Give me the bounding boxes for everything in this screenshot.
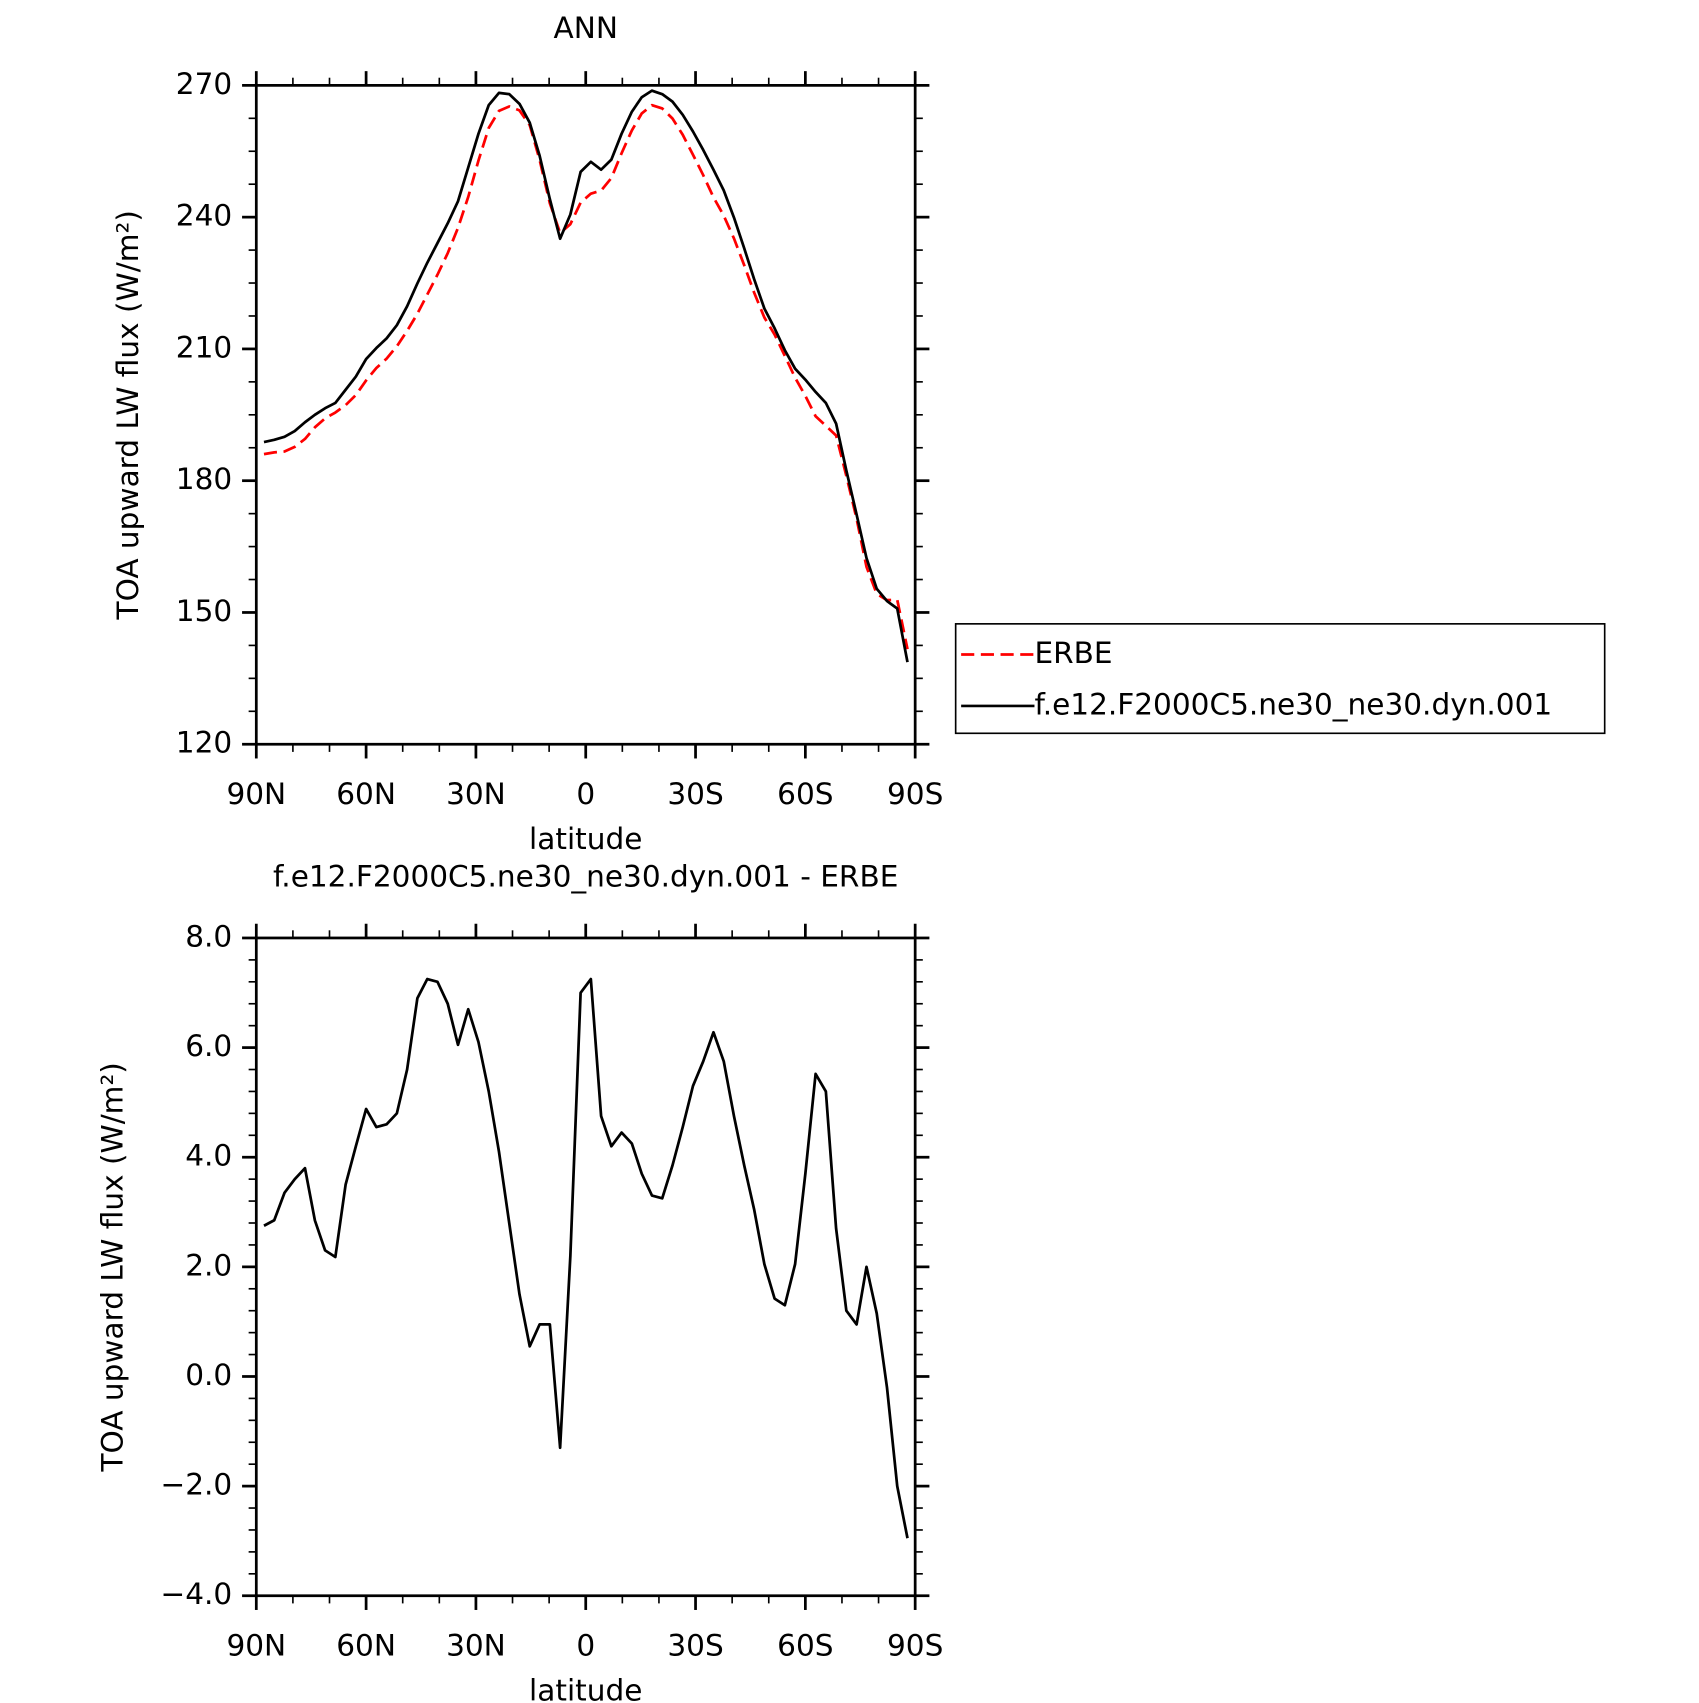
x-tick-label: 30S [667, 777, 723, 811]
y-tick-label: 240 [176, 199, 232, 233]
x-tick-label: 60S [777, 1629, 833, 1663]
x-tick-label: 30N [446, 1629, 506, 1663]
data-line [263, 89, 909, 663]
y-tick-label: −4.0 [160, 1577, 232, 1611]
chart-title: ANN [554, 11, 618, 45]
x-tick-label: 90S [887, 1629, 943, 1663]
x-tick-label: 0 [576, 1629, 595, 1663]
x-tick-label: 0 [576, 777, 595, 811]
y-tick-label: 210 [176, 330, 232, 364]
y-tick-label: −2.0 [160, 1468, 232, 1502]
y-axis-label: TOA upward LW flux (W/m²) [96, 1062, 130, 1472]
chart-title: f.e12.F2000C5.ne30_ne30.dyn.001 - ERBE [273, 859, 898, 893]
x-tick-label: 30N [446, 777, 506, 811]
data-line [263, 977, 909, 1539]
legend-box [954, 623, 1606, 735]
legend-label: f.e12.F2000C5.ne30_ne30.dyn.001 [1034, 687, 1552, 721]
x-axis-label: latitude [529, 1674, 642, 1703]
y-tick-label: 180 [176, 462, 232, 496]
y-tick-label: 270 [176, 67, 232, 101]
x-tick-label: 60S [777, 777, 833, 811]
x-tick-label: 60N [336, 1629, 396, 1663]
x-tick-label: 90N [226, 1629, 286, 1663]
y-tick-label: 6.0 [185, 1029, 232, 1063]
y-tick-label: 4.0 [185, 1139, 232, 1173]
plot-frame [254, 84, 917, 746]
y-tick-label: 120 [176, 726, 232, 760]
y-tick-label: 2.0 [185, 1248, 232, 1282]
y-axis-label: TOA upward LW flux (W/m²) [111, 210, 145, 620]
x-tick-label: 60N [336, 777, 396, 811]
y-tick-label: 8.0 [185, 919, 232, 953]
x-tick-label: 90N [226, 777, 286, 811]
legend-label: ERBE [1034, 636, 1112, 670]
plot-frame [254, 936, 917, 1598]
y-tick-label: 0.0 [185, 1358, 232, 1392]
x-axis-label: latitude [529, 822, 642, 856]
x-tick-label: 90S [887, 777, 943, 811]
x-tick-label: 30S [667, 1629, 723, 1663]
data-line [263, 103, 909, 650]
y-tick-label: 150 [176, 594, 232, 628]
